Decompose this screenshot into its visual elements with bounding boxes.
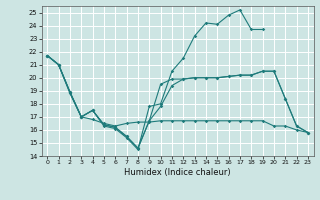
X-axis label: Humidex (Indice chaleur): Humidex (Indice chaleur) [124,168,231,177]
